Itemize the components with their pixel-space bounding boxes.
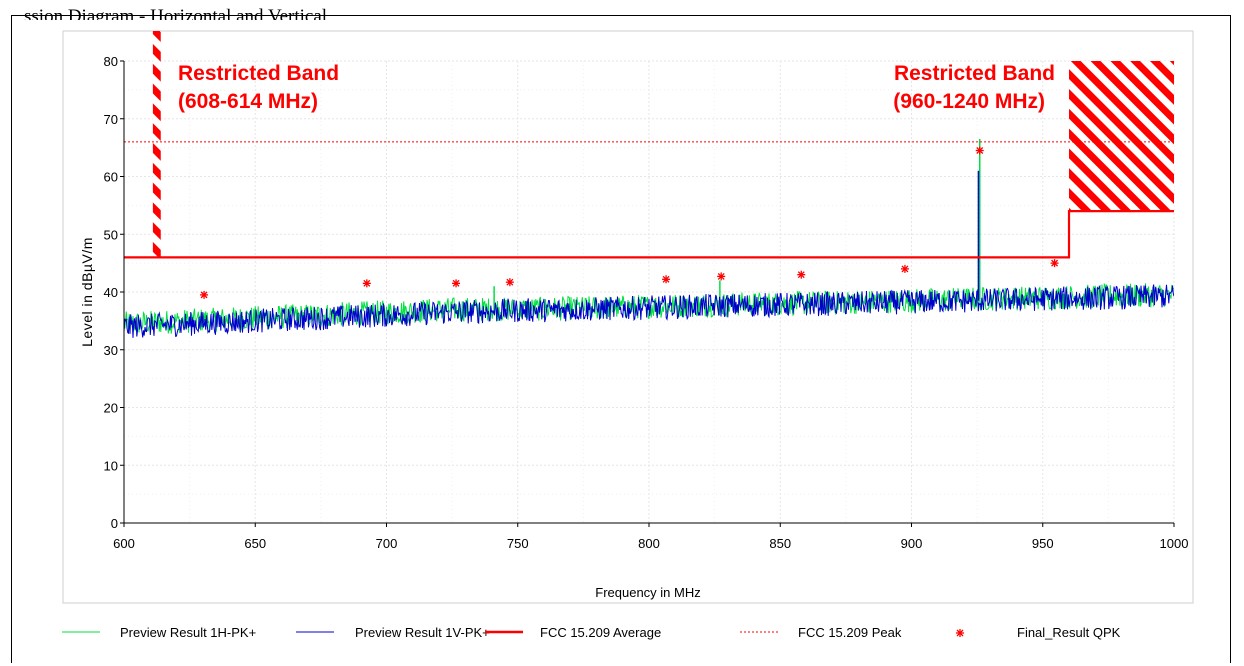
x-tick-label: 900 [901, 536, 923, 551]
y-tick-label: 70 [104, 112, 118, 127]
cutoff-heading: ssion Diagram - Horizontal and Vertical [24, 6, 328, 20]
qpk-marker [452, 279, 461, 288]
y-tick-label: 60 [104, 170, 118, 185]
x-tick-label: 800 [638, 536, 660, 551]
qpk-marker [717, 272, 726, 281]
x-tick-label: 850 [769, 536, 791, 551]
y-tick-label: 80 [104, 54, 118, 69]
qpk-marker [505, 278, 514, 287]
x-tick-label: 950 [1032, 536, 1054, 551]
restricted-band-2-range: (960-1240 MHz) [893, 90, 1045, 113]
series-2-trace [124, 284, 1174, 338]
restricted-band-1-label: Restricted Band [178, 62, 339, 85]
legend-label-4: FCC 15.209 Peak [798, 625, 902, 640]
y-tick-label: 0 [111, 516, 118, 531]
y-tick-label: 10 [104, 458, 118, 473]
x-tick-label: 700 [376, 536, 398, 551]
series-1-trace [124, 282, 1174, 334]
legend-swatch-5 [956, 629, 964, 637]
restricted-band-1-range: (608-614 MHz) [178, 90, 318, 113]
y-axis-label: Level in dBµV/m [79, 237, 95, 347]
legend-label-3: FCC 15.209 Average [540, 625, 661, 640]
legend-label-5: Final_Result QPK [1017, 625, 1121, 640]
legend-label-1: Preview Result 1H-PK+ [120, 625, 256, 640]
restricted-band-2 [1069, 61, 1174, 212]
y-tick-label: 40 [104, 285, 118, 300]
restricted-band-layer: Restricted Band (608-614 MHz) Restricted B… [152, 31, 1174, 258]
x-tick-label: 750 [507, 536, 529, 551]
restricted-band-2-label: Restricted Band [894, 62, 1055, 85]
limit-line-average [124, 210, 1174, 259]
restricted-band-1 [152, 31, 161, 258]
qpk-marker [662, 275, 671, 284]
legend: Preview Result 1H-PK+ Preview Result 1V-P… [62, 625, 1121, 640]
legend-label-2: Preview Result 1V-PK+ [355, 625, 490, 640]
x-tick-label: 650 [244, 536, 266, 551]
x-axis-label: Frequency in MHz [595, 585, 700, 600]
y-tick-label: 20 [104, 401, 118, 416]
qpk-marker [797, 270, 806, 279]
qpk-marker [362, 279, 371, 288]
qpk-marker [975, 146, 984, 155]
y-tick-label: 50 [104, 227, 118, 242]
series-layer [124, 138, 1174, 338]
qpk-marker [900, 264, 909, 273]
y-tick-label: 30 [104, 343, 118, 358]
tick-labels: 0 10 20 30 40 50 60 70 80 600 650 700 750 800 850 900 95… [104, 54, 1189, 551]
qpk-marker [1050, 259, 1059, 268]
x-tick-label: 1000 [1160, 536, 1189, 551]
marker-layer [124, 141, 1174, 299]
qpk-marker [200, 290, 209, 299]
chart-frame: ssion Diagram - Horizontal and Vertical [11, 6, 1231, 663]
x-tick-label: 600 [113, 536, 135, 551]
